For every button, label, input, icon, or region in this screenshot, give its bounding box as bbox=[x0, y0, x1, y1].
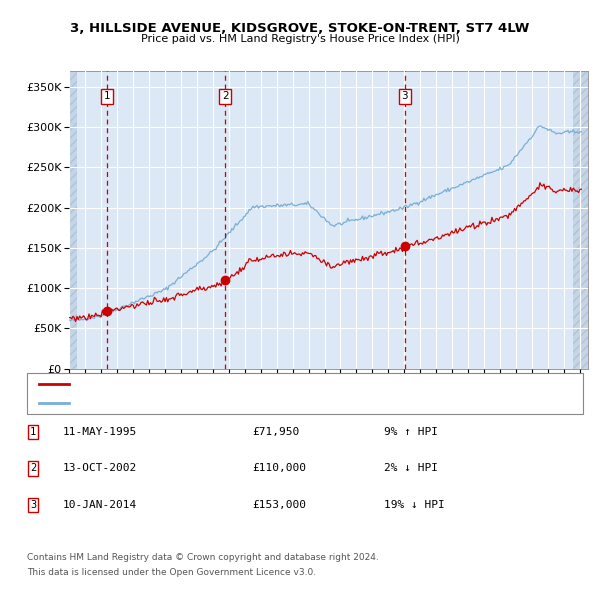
Text: 1: 1 bbox=[104, 91, 110, 101]
Bar bbox=[574, 71, 588, 369]
Text: 1: 1 bbox=[30, 427, 36, 437]
Bar bbox=[69, 71, 77, 369]
Text: 2: 2 bbox=[222, 91, 229, 101]
Text: Contains HM Land Registry data © Crown copyright and database right 2024.: Contains HM Land Registry data © Crown c… bbox=[27, 553, 379, 562]
Text: 3, HILLSIDE AVENUE, KIDSGROVE, STOKE-ON-TRENT, ST7 4LW (detached house): 3, HILLSIDE AVENUE, KIDSGROVE, STOKE-ON-… bbox=[74, 379, 466, 389]
Text: 3: 3 bbox=[401, 91, 408, 101]
Text: £71,950: £71,950 bbox=[252, 427, 299, 437]
Text: 2: 2 bbox=[30, 464, 36, 473]
Text: This data is licensed under the Open Government Licence v3.0.: This data is licensed under the Open Gov… bbox=[27, 568, 316, 577]
Text: 9% ↑ HPI: 9% ↑ HPI bbox=[384, 427, 438, 437]
Text: HPI: Average price, detached house, Newcastle-under-Lyme: HPI: Average price, detached house, Newc… bbox=[74, 398, 366, 408]
Text: £153,000: £153,000 bbox=[252, 500, 306, 510]
Text: 10-JAN-2014: 10-JAN-2014 bbox=[63, 500, 137, 510]
Text: 2% ↓ HPI: 2% ↓ HPI bbox=[384, 464, 438, 473]
Text: 13-OCT-2002: 13-OCT-2002 bbox=[63, 464, 137, 473]
Text: 19% ↓ HPI: 19% ↓ HPI bbox=[384, 500, 445, 510]
Text: £110,000: £110,000 bbox=[252, 464, 306, 473]
Text: 3, HILLSIDE AVENUE, KIDSGROVE, STOKE-ON-TRENT, ST7 4LW: 3, HILLSIDE AVENUE, KIDSGROVE, STOKE-ON-… bbox=[70, 22, 530, 35]
Text: 3: 3 bbox=[30, 500, 36, 510]
Text: 11-MAY-1995: 11-MAY-1995 bbox=[63, 427, 137, 437]
Text: Price paid vs. HM Land Registry's House Price Index (HPI): Price paid vs. HM Land Registry's House … bbox=[140, 34, 460, 44]
